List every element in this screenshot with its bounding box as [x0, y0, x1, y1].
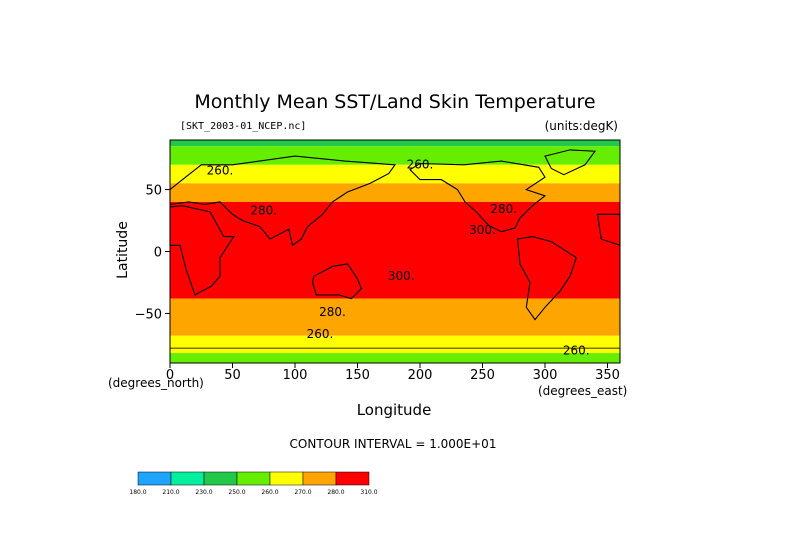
x-tick-label-1: 50: [224, 368, 241, 383]
coastline-greenland: [544, 149, 597, 176]
legend-label-4: 260.0: [261, 489, 278, 496]
x-axis-label: Longitude: [357, 401, 432, 419]
plot-area: 260. 260. 280. 280. 300. 300. 280. 260. 260. 0 50 1…: [135, 139, 621, 383]
legend-label-1: 210.0: [162, 489, 179, 496]
legend-label-3: 250.0: [228, 489, 245, 496]
coastline-africa: [169, 205, 235, 296]
coastline-australia: [311, 263, 362, 300]
legend-label-2: 230.0: [195, 489, 212, 496]
contour-label-0: 260.: [207, 164, 234, 178]
contour-label-8: 260.: [563, 343, 590, 357]
legend-label-5: 270.0: [294, 489, 311, 496]
contour-label-7: 260.: [307, 327, 334, 341]
temperature-band-6: [170, 335, 620, 354]
coastline-north-america: [409, 160, 547, 233]
chart-title: Monthly Mean SST/Land Skin Temperature: [194, 91, 595, 113]
contour-interval-text: CONTOUR INTERVAL = 1.000E+01: [290, 437, 497, 451]
temperature-band-1: [170, 146, 620, 165]
temperature-band-5: [170, 298, 620, 336]
temperature-band-3: [170, 183, 620, 202]
legend-swatch-1: [170, 471, 205, 486]
contour-label-4: 300.: [469, 223, 496, 237]
x-tick-label-7: 350: [595, 368, 620, 383]
x-tick-label-4: 200: [408, 368, 433, 383]
temperature-band-4: [170, 201, 620, 299]
x-tick-label-5: 250: [470, 368, 495, 383]
x-tick-label-0: 0: [166, 368, 174, 383]
coastline-eurasia: [169, 155, 397, 247]
legend-swatch-5: [302, 471, 337, 486]
y-axis-label: Latitude: [115, 221, 131, 279]
y-tick-label-0: 50: [145, 184, 162, 199]
legend-label-0: 180.0: [129, 489, 146, 496]
color-legend: 180.0 210.0 230.0 250.0 260.0 270.0 280.0 310.0: [129, 471, 378, 496]
legend-swatch-0: [137, 471, 172, 486]
contour-label-1: 260.: [407, 157, 434, 171]
temperature-band-2: [170, 164, 620, 184]
x-tick-label-6: 300: [533, 368, 558, 383]
legend-swatch-3: [236, 471, 271, 486]
x-units-label: (degrees_east): [538, 384, 627, 398]
file-label: [SKT_2003-01_NCEP.nc]: [180, 121, 306, 132]
legend-swatch-2: [203, 471, 238, 486]
contour-label-3: 280.: [490, 202, 517, 216]
temperature-band-7: [170, 353, 620, 363]
legend-swatch-6: [335, 471, 370, 486]
temperature-band-0: [170, 140, 620, 147]
x-tick-label-3: 150: [345, 368, 370, 383]
legend-swatch-4: [269, 471, 304, 486]
contour-label-5: 300.: [388, 269, 415, 283]
coastline-south-america: [516, 236, 577, 321]
x-tick-label-2: 100: [283, 368, 308, 383]
units-label: (units:degK): [545, 119, 618, 133]
contour-label-6: 280.: [319, 305, 346, 319]
legend-label-7: 310.0: [360, 489, 377, 496]
contour-label-2: 280.: [250, 203, 277, 217]
y-units-label: (degrees_north): [108, 376, 204, 390]
y-tick-label-2: −50: [135, 307, 162, 322]
y-tick-label-1: 0: [154, 246, 162, 261]
legend-label-6: 280.0: [327, 489, 344, 496]
